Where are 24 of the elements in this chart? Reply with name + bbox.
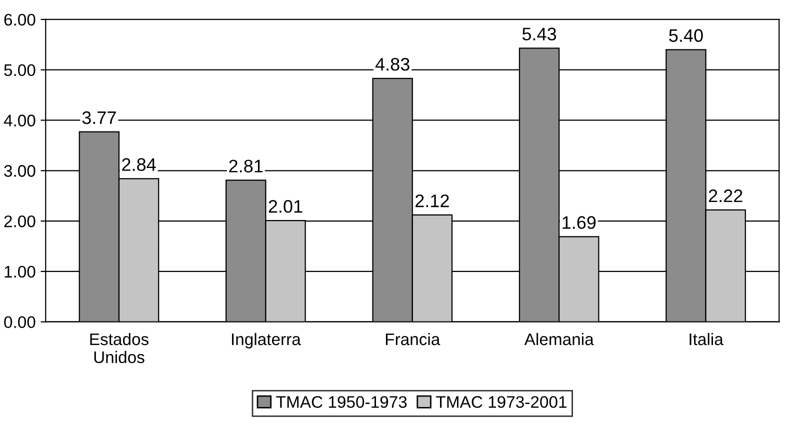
y-tick-label: 4.00	[4, 114, 36, 126]
legend-label: TMAC 1973-2001	[436, 396, 566, 408]
y-tick-label: 2.00	[4, 215, 36, 228]
data-label: 2.01	[268, 200, 302, 213]
x-tick-label: Inglaterra	[232, 332, 301, 348]
data-label: 4.83	[375, 58, 410, 71]
y-tick-label: 6.00	[4, 14, 36, 26]
x-tick-label: Estados Unidos	[90, 332, 149, 364]
y-tick-label: 1.00	[4, 266, 36, 278]
data-label: 2.84	[122, 158, 156, 171]
x-tick-label: Alemania	[524, 332, 594, 346]
y-tick-label: 5.00	[4, 64, 36, 76]
data-label: 2.22	[708, 189, 742, 202]
data-label: 1.69	[562, 216, 596, 229]
data-label: 2.12	[416, 194, 449, 208]
data-label: 5.43	[522, 28, 556, 40]
y-tick-label: 3.00	[4, 165, 36, 177]
data-label: 5.40	[669, 29, 703, 42]
x-tick-label: Italia	[690, 332, 724, 346]
data-label: 3.77	[82, 111, 116, 124]
y-tick-label: 0.00	[4, 316, 36, 328]
x-tick-label: Francia	[386, 332, 440, 346]
legend-label: TMAC 1950-1973	[276, 396, 407, 408]
data-label: 2.81	[229, 160, 263, 172]
